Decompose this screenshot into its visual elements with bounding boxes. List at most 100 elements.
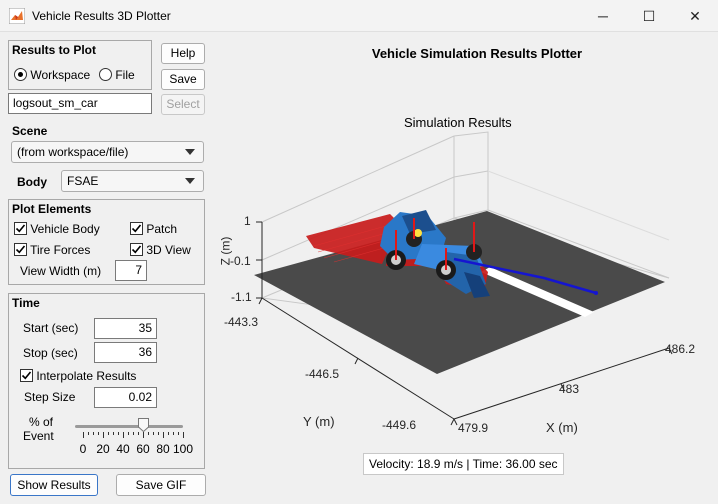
start-input[interactable]: 35 xyxy=(94,318,157,339)
3d-axes[interactable] xyxy=(214,34,714,480)
x-tick-3: 486.2 xyxy=(665,342,696,356)
x-axis-label: X (m) xyxy=(546,420,578,435)
axes-front xyxy=(256,221,673,426)
status-readout: Velocity: 18.9 m/s | Time: 36.00 sec xyxy=(363,453,564,475)
event-label-line2: Event xyxy=(23,429,54,443)
trajectory-line xyxy=(453,257,597,295)
results-to-plot-panel: Results to Plot Workspace File xyxy=(8,40,152,90)
slider-tick-label: 60 xyxy=(136,442,150,456)
z-tick-3: -1.1 xyxy=(231,290,252,304)
slider-tick-label: 80 xyxy=(156,442,170,456)
checkbox-checked-icon[interactable] xyxy=(14,222,27,235)
help-button[interactable]: Help xyxy=(161,43,205,64)
slider-ticks: 0 20 40 60 80 100 xyxy=(73,432,193,462)
checkbox-checked-icon[interactable] xyxy=(20,369,33,382)
y-tick-1: -443.3 xyxy=(224,315,259,329)
show-results-button[interactable]: Show Results xyxy=(10,474,98,496)
slider-tick-label: 100 xyxy=(172,442,194,456)
stop-label: Stop (sec) xyxy=(23,346,78,360)
view-width-input[interactable]: 7 xyxy=(115,260,147,281)
slider-tick-label: 40 xyxy=(116,442,130,456)
slider-tick-label: 0 xyxy=(79,442,87,456)
slider-minor-tick xyxy=(83,432,84,438)
z-tick-2: -0.1 xyxy=(230,254,251,268)
file-radio-label: File xyxy=(115,68,135,82)
patch-label: Patch xyxy=(146,222,178,236)
x-tick-1: 479.9 xyxy=(458,421,489,435)
slider-minor-tick xyxy=(118,432,119,435)
results-panel-title: Results to Plot xyxy=(12,43,97,57)
chevron-down-icon xyxy=(185,149,195,155)
scene-dropdown[interactable]: (from workspace/file) xyxy=(11,141,204,163)
body-dropdown[interactable]: FSAE xyxy=(61,170,204,192)
slider-minor-tick xyxy=(158,432,159,435)
slider-minor-tick xyxy=(138,432,139,435)
step-size-label: Step Size xyxy=(24,390,76,404)
maximize-button[interactable]: ☐ xyxy=(642,7,656,24)
workspace-radio-dot[interactable] xyxy=(14,68,27,81)
slider-minor-tick xyxy=(173,432,174,435)
interpolate-label: Interpolate Results xyxy=(36,369,137,383)
z-tick-1: 1 xyxy=(244,214,251,228)
title-bar: Vehicle Results 3D Plotter ─ ☐ ✕ xyxy=(0,0,718,32)
file-radio-dot[interactable] xyxy=(99,68,112,81)
slider-minor-tick xyxy=(183,432,184,438)
stop-input[interactable]: 36 xyxy=(94,342,157,363)
chevron-down-icon xyxy=(185,178,195,184)
x-tick-2: 483 xyxy=(559,382,580,396)
slider-minor-tick xyxy=(168,432,169,435)
event-percent-slider[interactable]: 0 20 40 60 80 100 xyxy=(73,418,193,462)
vehicle-body-checkbox[interactable]: Vehicle Body xyxy=(14,222,100,236)
variable-name-input[interactable]: logsout_sm_car xyxy=(8,93,152,114)
plot-area: Vehicle Simulation Results Plotter xyxy=(214,34,714,480)
view-width-label: View Width (m) xyxy=(20,264,102,278)
y-axis-label: Y (m) xyxy=(303,414,335,429)
body-dropdown-value: FSAE xyxy=(67,174,99,188)
slider-minor-tick xyxy=(108,432,109,435)
slider-minor-tick xyxy=(103,432,104,438)
checkbox-checked-icon[interactable] xyxy=(130,222,143,235)
slider-tick-label: 20 xyxy=(96,442,110,456)
slider-minor-tick xyxy=(128,432,129,435)
body-label: Body xyxy=(17,175,47,189)
select-button[interactable]: Select xyxy=(161,94,205,115)
slider-minor-tick xyxy=(98,432,99,435)
time-panel-title: Time xyxy=(12,296,40,310)
trajectory-end xyxy=(594,291,598,295)
checkbox-checked-icon[interactable] xyxy=(14,243,27,256)
start-label: Start (sec) xyxy=(23,321,79,335)
interpolate-checkbox[interactable]: Interpolate Results xyxy=(20,369,136,383)
slider-minor-tick xyxy=(163,432,164,438)
y-tick-2: -446.5 xyxy=(305,367,340,381)
step-size-input[interactable]: 0.02 xyxy=(94,387,157,408)
vehicle-body-label: Vehicle Body xyxy=(30,222,100,236)
close-button[interactable]: ✕ xyxy=(689,7,701,24)
workspace-radio-label: Workspace xyxy=(30,68,91,82)
slider-thumb[interactable] xyxy=(137,418,149,433)
plot-header: Vehicle Simulation Results Plotter xyxy=(371,46,583,61)
plot-elements-title: Plot Elements xyxy=(12,202,92,216)
workspace-radio[interactable]: Workspace xyxy=(14,68,90,82)
save-button[interactable]: Save xyxy=(161,69,205,90)
slider-minor-tick xyxy=(93,432,94,435)
window-title: Vehicle Results 3D Plotter xyxy=(32,9,171,23)
checkbox-checked-icon[interactable] xyxy=(130,243,143,256)
save-gif-button[interactable]: Save GIF xyxy=(116,474,206,496)
slider-minor-ticks xyxy=(73,432,185,438)
tire-forces-checkbox[interactable]: Tire Forces xyxy=(14,243,90,257)
slider-minor-tick xyxy=(88,432,89,435)
event-label-line1: % of xyxy=(29,415,54,429)
lane-line xyxy=(481,267,594,317)
patch-checkbox[interactable]: Patch xyxy=(130,222,177,236)
minimize-button[interactable]: ─ xyxy=(598,8,608,24)
slider-minor-tick xyxy=(148,432,149,435)
slider-minor-tick xyxy=(133,432,134,435)
matlab-app-icon xyxy=(9,8,25,24)
file-radio[interactable]: File xyxy=(99,68,135,82)
3d-view-checkbox[interactable]: 3D View xyxy=(130,243,191,257)
z-axis-label: Z (m) xyxy=(218,236,233,266)
3d-view-label: 3D View xyxy=(146,243,191,257)
scene-dropdown-value: (from workspace/file) xyxy=(17,145,129,159)
axes-title: Simulation Results xyxy=(404,115,512,130)
slider-track[interactable] xyxy=(75,425,183,428)
